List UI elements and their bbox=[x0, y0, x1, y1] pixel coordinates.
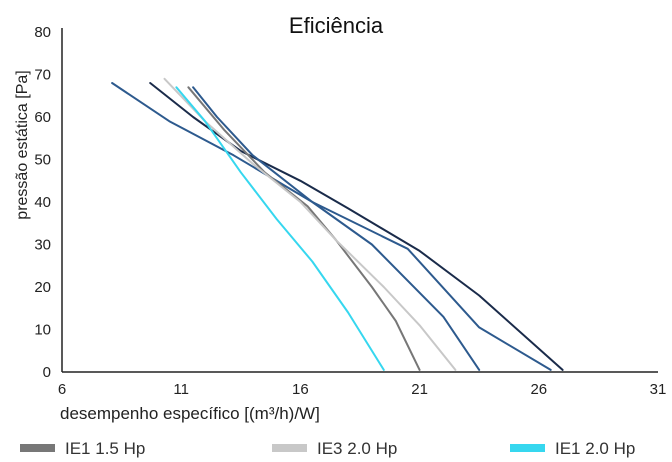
legend: IE1 1.5 Hp IE3 2.0 Hp IE1 2.0 Hp bbox=[20, 439, 635, 458]
series-line-6 bbox=[175, 86, 385, 371]
legend-item: IE1 2.0 Hp bbox=[510, 439, 635, 458]
y-tick-label: 80 bbox=[34, 24, 51, 41]
series-line-5 bbox=[163, 77, 457, 371]
x-tick-label: 26 bbox=[530, 381, 547, 398]
series-lines bbox=[111, 77, 564, 371]
legend-swatch bbox=[20, 444, 55, 452]
legend-item: IE1 1.5 Hp bbox=[20, 439, 145, 458]
series-line-2 bbox=[111, 82, 552, 371]
series-line-3 bbox=[192, 86, 481, 371]
legend-swatch bbox=[510, 444, 545, 452]
series-line-4 bbox=[187, 86, 421, 371]
y-tick-label: 50 bbox=[34, 152, 51, 169]
y-tick-label: 0 bbox=[43, 364, 51, 381]
x-axis-title: desempenho específico [(m³/h)/W] bbox=[60, 404, 320, 423]
x-tick-label: 21 bbox=[411, 381, 428, 398]
axes bbox=[61, 28, 658, 373]
x-tick-label: 6 bbox=[58, 381, 66, 398]
legend-item: IE3 2.0 Hp bbox=[272, 439, 397, 458]
chart-title: Eficiência bbox=[289, 13, 384, 38]
x-tick-labels: 6 11 16 21 26 31 bbox=[58, 381, 667, 398]
y-tick-label: 60 bbox=[34, 109, 51, 126]
y-tick-label: 40 bbox=[34, 194, 51, 211]
y-tick-label: 30 bbox=[34, 237, 51, 254]
y-tick-label: 10 bbox=[34, 322, 51, 339]
y-tick-label: 70 bbox=[34, 67, 51, 84]
x-tick-label: 11 bbox=[173, 381, 189, 398]
series-line-1 bbox=[149, 82, 564, 371]
legend-label: IE1 1.5 Hp bbox=[65, 439, 145, 458]
y-tick-labels: 0 10 20 30 40 50 60 70 80 bbox=[34, 24, 51, 381]
y-axis-title: pressão estática [Pa] bbox=[14, 70, 31, 219]
x-tick-label: 16 bbox=[292, 381, 309, 398]
y-tick-label: 20 bbox=[34, 279, 51, 296]
legend-label: IE3 2.0 Hp bbox=[317, 439, 397, 458]
x-tick-label: 31 bbox=[650, 381, 667, 398]
legend-label: IE1 2.0 Hp bbox=[555, 439, 635, 458]
legend-swatch bbox=[272, 444, 307, 452]
